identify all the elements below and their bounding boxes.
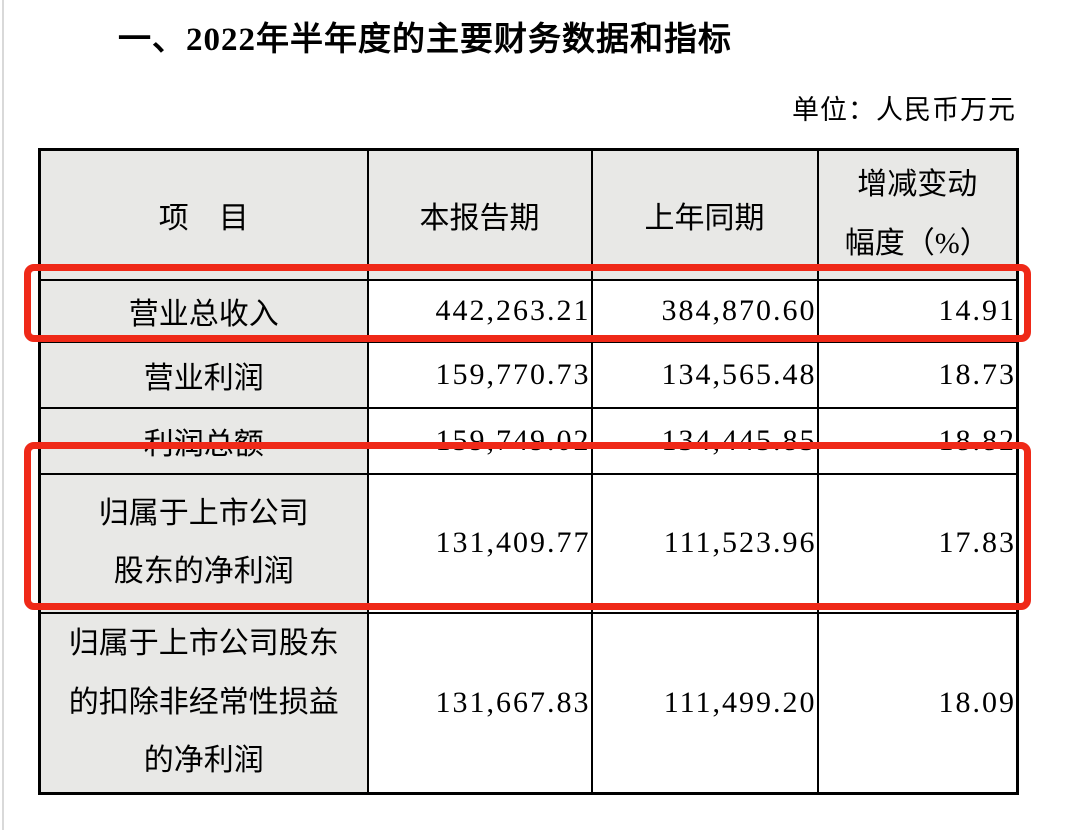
column-header-prior-period: 上年同期 bbox=[590, 148, 819, 281]
total-profit-change-value: 18.82 bbox=[816, 406, 1019, 475]
total-profit-current-value: 159,749.02 bbox=[366, 406, 593, 475]
net-profit-deducted-change-value: 18.09 bbox=[816, 611, 1019, 795]
total-profit-prior-value: 134,445.85 bbox=[590, 406, 819, 475]
operating-profit-prior-value: 134,565.48 bbox=[590, 340, 819, 409]
row-label-net-profit-deducted-nonrecurring: 归属于上市公司股东 的扣除非经常性损益 的净利润 bbox=[38, 611, 369, 795]
row-label-total-revenue: 营业总收入 bbox=[38, 278, 369, 343]
net-profit-attributable-current-value: 131,409.77 bbox=[366, 472, 593, 614]
operating-profit-change-value: 18.73 bbox=[816, 340, 1019, 409]
table-row-total-profit: 利润总额 159,749.02 134,445.85 18.82 bbox=[38, 406, 1019, 475]
column-header-current-period: 本报告期 bbox=[366, 148, 593, 281]
total-revenue-prior-value: 384,870.60 bbox=[590, 278, 819, 343]
total-revenue-change-value: 14.91 bbox=[816, 278, 1019, 343]
financial-table-wrapper: 项 目 本报告期 上年同期 增减变动 幅度（%） 营业总收入 442,263.2… bbox=[24, 148, 1031, 795]
row-label-total-profit: 利润总额 bbox=[38, 406, 369, 475]
page-edge-divider bbox=[2, 0, 4, 830]
table-row-net-profit-deducted-nonrecurring: 归属于上市公司股东 的扣除非经常性损益 的净利润 131,667.83 111,… bbox=[38, 611, 1019, 795]
page-title: 一、2022年半年度的主要财务数据和指标 bbox=[118, 22, 732, 58]
operating-profit-current-value: 159,770.73 bbox=[366, 340, 593, 409]
row-label-operating-profit: 营业利润 bbox=[38, 340, 369, 409]
total-revenue-current-value: 442,263.21 bbox=[366, 278, 593, 343]
table-row-operating-profit: 营业利润 159,770.73 134,565.48 18.73 bbox=[38, 340, 1019, 409]
column-header-item: 项 目 bbox=[38, 148, 369, 281]
net-profit-attributable-change-value: 17.83 bbox=[816, 472, 1019, 614]
table-header-row: 项 目 本报告期 上年同期 增减变动 幅度（%） bbox=[38, 148, 1019, 281]
financial-table: 项 目 本报告期 上年同期 增减变动 幅度（%） 营业总收入 442,263.2… bbox=[38, 148, 1019, 795]
table-row-net-profit-attributable: 归属于上市公司 股东的净利润 131,409.77 111,523.96 17.… bbox=[38, 472, 1019, 614]
row-label-net-profit-attributable: 归属于上市公司 股东的净利润 bbox=[38, 472, 369, 614]
table-row-total-revenue: 营业总收入 442,263.21 384,870.60 14.91 bbox=[38, 278, 1019, 343]
unit-note: 单位：人民币万元 bbox=[792, 95, 1016, 125]
net-profit-attributable-prior-value: 111,523.96 bbox=[590, 472, 819, 614]
column-header-change-percent: 增减变动 幅度（%） bbox=[816, 148, 1019, 281]
net-profit-deducted-prior-value: 111,499.20 bbox=[590, 611, 819, 795]
net-profit-deducted-current-value: 131,667.83 bbox=[366, 611, 593, 795]
